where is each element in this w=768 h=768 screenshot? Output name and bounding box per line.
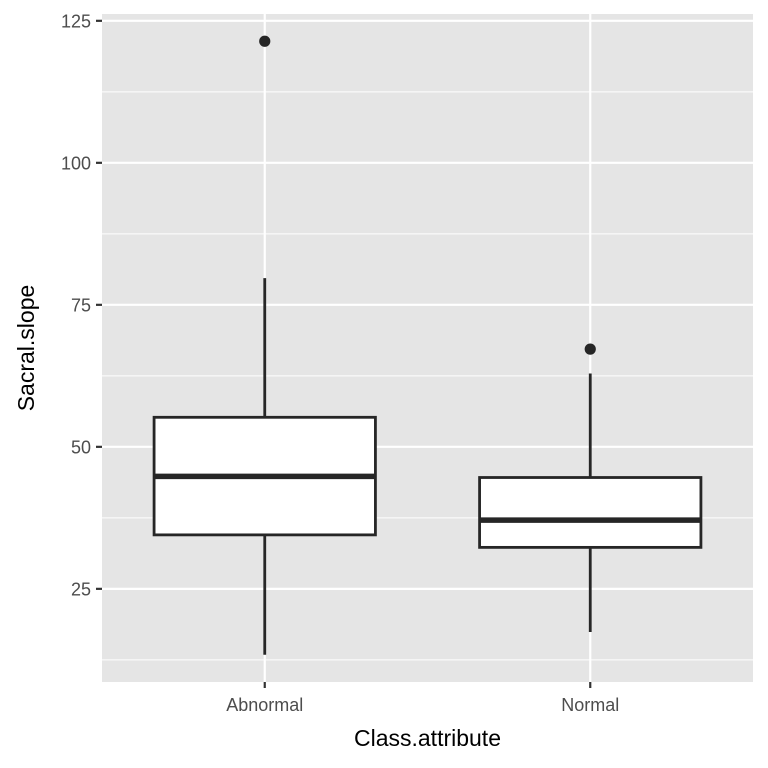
y-tick-label: 125	[61, 11, 91, 31]
y-tick-label: 100	[61, 153, 91, 173]
outlier-point	[584, 343, 596, 355]
y-axis: 25 50 75 100 125	[61, 11, 102, 599]
y-tick-label: 50	[71, 437, 91, 457]
x-tick-label-abnormal: Abnormal	[226, 695, 303, 715]
y-tick-label: 75	[71, 295, 91, 315]
box-normal	[478, 343, 703, 633]
y-tick-label: 25	[71, 579, 91, 599]
y-axis-title: Sacral.slope	[13, 285, 39, 412]
outlier-point	[259, 35, 271, 47]
x-tick-label-normal: Normal	[561, 695, 619, 715]
iqr-box	[478, 476, 703, 549]
boxes	[152, 35, 703, 655]
x-axis-title: Class.attribute	[354, 725, 501, 751]
box-abnormal	[152, 35, 377, 655]
plot-panel	[102, 14, 753, 682]
x-axis: Abnormal Normal	[226, 682, 619, 715]
